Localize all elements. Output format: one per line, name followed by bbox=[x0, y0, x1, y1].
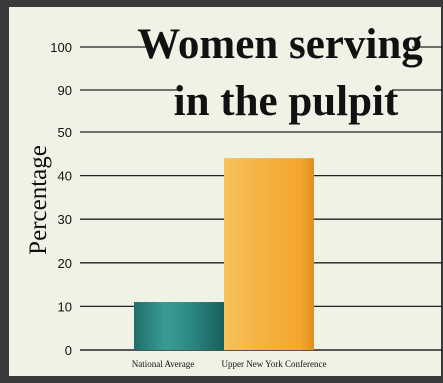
category-label: Upper New York Conference bbox=[222, 359, 327, 369]
bar-national-average bbox=[134, 302, 224, 350]
y-tick-label: 50 bbox=[58, 125, 72, 140]
y-tick-label: 30 bbox=[58, 212, 72, 227]
chart-title-line-2: in the pulpit bbox=[174, 78, 399, 125]
bars bbox=[134, 158, 314, 350]
y-tick-label: 10 bbox=[58, 299, 72, 314]
category-label: National Average bbox=[132, 359, 195, 369]
y-tick-label: 100 bbox=[50, 40, 72, 55]
y-tick-label: 90 bbox=[58, 83, 72, 98]
title-backdrop-2 bbox=[180, 74, 392, 130]
bar-upper-new-york-conference bbox=[224, 158, 314, 350]
y-tick-label: 0 bbox=[65, 343, 72, 358]
y-tick-label: 20 bbox=[58, 256, 72, 271]
chart-title-line-1: Women serving bbox=[137, 21, 423, 68]
y-tick-label: 40 bbox=[58, 169, 72, 184]
y-tick-labels: 0 10 20 30 40 50 90 100 bbox=[50, 40, 72, 358]
y-axis-label: Percentage bbox=[25, 145, 52, 255]
title-backdrop-1 bbox=[148, 14, 412, 66]
category-labels: National Average Upper New York Conferenc… bbox=[132, 359, 327, 369]
